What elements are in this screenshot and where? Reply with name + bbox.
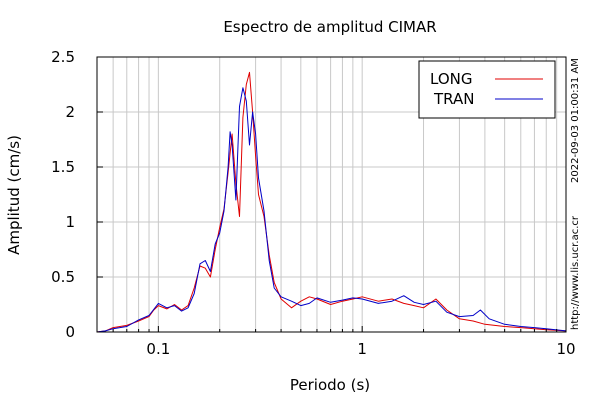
axis-ticks: 0.1 1 10 0 0.5 1 1.5 2 2.5 (51, 48, 575, 358)
series-layer (96, 71, 567, 333)
y-tick-label: 0 (65, 323, 75, 341)
source-url-label: http://www.lis.ucr.ac.cr (570, 215, 581, 330)
chart-title: Espectro de amplitud CIMAR (223, 18, 436, 36)
legend-label-tran: TRAN (433, 90, 474, 108)
x-tick-label: 0.1 (146, 340, 170, 358)
y-tick-label: 1.5 (51, 158, 75, 176)
series-line-tran (96, 87, 567, 333)
grid (97, 57, 566, 332)
y-tick-label: 2 (65, 103, 75, 121)
legend-label-long: LONG (430, 70, 472, 88)
timestamp-label: 2022-09-03 01:00:31 AM (570, 58, 581, 183)
y-tick-label: 2.5 (51, 48, 75, 66)
x-tick-label: 1 (357, 340, 367, 358)
plot-area (96, 56, 567, 333)
x-axis-title: Periodo (s) (290, 376, 370, 394)
series-line-long (96, 71, 567, 333)
legend-box (418, 60, 556, 119)
legend: LONG TRAN (418, 60, 556, 119)
y-tick-label: 0.5 (51, 268, 75, 286)
x-tick-label: 10 (556, 340, 575, 358)
y-tick-label: 1 (65, 213, 75, 231)
y-axis-title: Amplitud (cm/s) (5, 135, 23, 255)
